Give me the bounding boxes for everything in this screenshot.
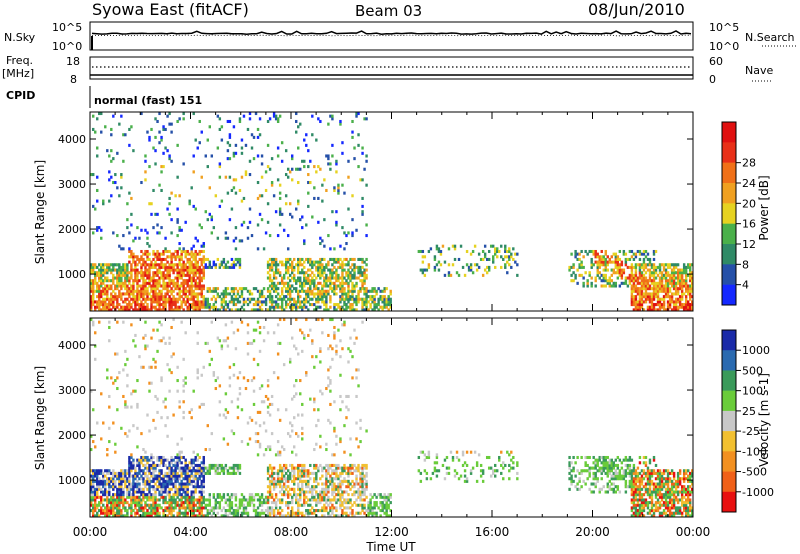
power-y-ticks: 1000 2000 3000 4000 [58,133,693,281]
colorbar-tick-label: -100 [742,445,767,458]
power-ytick-label: 4000 [58,133,86,146]
colorbar-tick-label: -1000 [742,486,774,499]
power-colorbar-label: Power [dB] [757,175,771,240]
freq-unit: [MHz] [2,67,34,80]
power-x-ticks [89,112,694,311]
nsky-label: N.Sky [4,31,36,44]
freq-label: Freq. [6,54,33,67]
nsky-panel-frame [89,21,694,51]
colorbar-swatch [722,244,736,265]
time-tick-label: 00:00 [73,525,108,539]
velocity-heatmap-cells [90,318,694,518]
power-y-label: Slant Range [km] [33,160,47,264]
colorbar-tick-label: 20 [742,197,756,210]
nsearch-tick-top: 10^5 [709,21,739,34]
nsearch-label: N.Search [745,31,795,44]
colorbar-swatch [722,203,736,224]
velocity-ytick-label: 2000 [58,429,86,442]
cpid-label: CPID [6,89,35,102]
date-title: 08/Jun/2010 [588,0,685,19]
colorbar-tick-label: 1000 [742,344,770,357]
colorbar-swatch [722,142,736,163]
velocity-y-label: Slant Range [km] [33,366,47,470]
colorbar-tick-label: -25 [742,425,760,438]
time-tick-label: 16:00 [475,525,510,539]
time-axis-title: Time UT [365,540,416,554]
power-heatmap-cells [90,112,694,312]
colorbar-swatch [722,162,736,184]
colorbar-swatch [722,183,736,204]
colorbar-tick-label: 16 [742,218,756,231]
nave-label: Nave [745,64,773,77]
nsky-tick-bottom: 10^0 [52,40,82,53]
freq-tick-bottom: 8 [70,73,77,86]
colorbar-tick-label: -500 [742,466,767,479]
time-tick-label: 12:00 [374,525,409,539]
nave-tick-top: 60 [709,55,723,68]
power-ytick-label: 1000 [58,268,86,281]
time-tick-label: 00:00 [676,525,711,539]
colorbar-swatch [722,284,736,306]
colorbar-swatch [722,431,736,452]
colorbar-swatch [722,410,736,432]
colorbar-tick-label: 8 [742,258,749,271]
freq-tick-top: 18 [66,55,80,68]
velocity-ytick-label: 1000 [58,474,86,487]
colorbar-tick-label: 24 [742,177,756,190]
power-ytick-label: 2000 [58,223,86,236]
colorbar-swatch [722,223,736,245]
time-axis-labels: 00:00 04:00 08:00 12:00 16:00 20:00 00:00 [73,525,711,539]
colorbar-tick-label: 100 [742,385,763,398]
velocity-ytick-label: 4000 [58,339,86,352]
colorbar-swatch [722,390,736,412]
time-tick-label: 20:00 [575,525,610,539]
velocity-y-ticks: 1000 2000 3000 4000 [58,339,693,487]
colorbar-swatch [722,451,736,472]
colorbar-tick-label: 4 [742,279,749,292]
colorbar-swatch [722,350,736,371]
nsearch-tick-bottom: 10^0 [709,40,739,53]
nave-tick-bottom: 0 [709,73,716,86]
velocity-ytick-label: 3000 [58,384,86,397]
time-tick-label: 04:00 [173,525,208,539]
cpid-value: normal (fast) 151 [94,94,202,107]
colorbar-swatch [722,264,736,285]
colorbar-swatch [722,491,736,513]
time-tick-label: 08:00 [274,525,309,539]
colorbar-swatch [722,330,736,351]
colorbar-swatch [722,370,736,391]
velocity-colorbar-label: Velocity [m s-1] [757,373,771,467]
velocity-x-ticks [89,318,694,517]
nsky-tick-top: 10^5 [52,21,82,34]
power-colorbar: 4 8 12 16 20 24 28 [721,121,756,306]
colorbar-tick-label: 28 [742,157,756,170]
colorbar-tick-label: 500 [742,364,763,377]
station-title: Syowa East (fitACF) [92,0,249,19]
colorbar-frame [721,329,737,513]
freq-panel-frame [89,56,694,80]
power-ytick-label: 3000 [58,178,86,191]
colorbar-tick-label: 12 [742,238,756,251]
colorbar-tick-label: 25 [742,405,756,418]
nsky-series-line [91,30,692,35]
colorbar-swatch [722,471,736,493]
colorbar-swatch [722,122,736,143]
nsearch-series-line [92,34,692,37]
beam-title: Beam 03 [355,2,422,20]
colorbar-frame [721,121,737,306]
velocity-colorbar: 1000 500 100 25 -25 -100 -500 -1000 [721,329,774,513]
